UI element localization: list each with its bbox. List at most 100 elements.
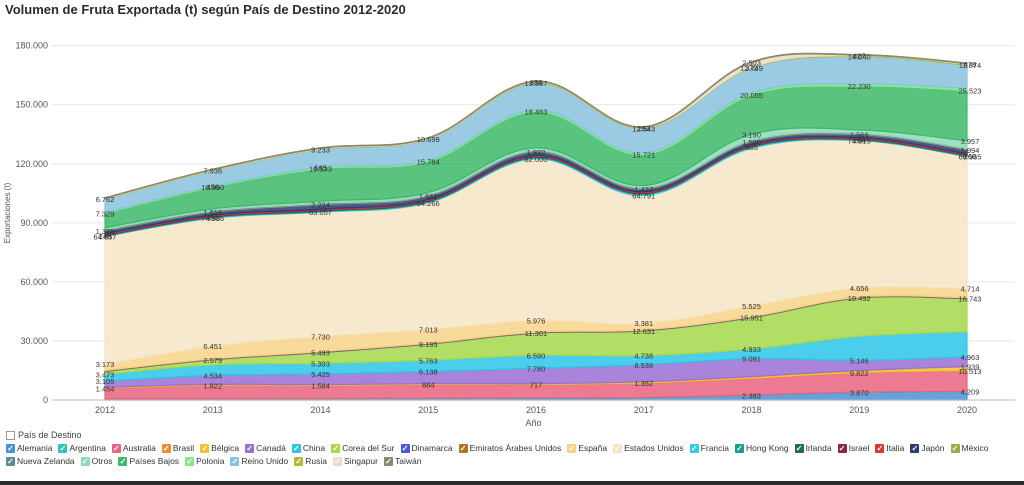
data-label: 456: [206, 182, 219, 191]
data-label: 16.533: [309, 165, 332, 174]
legend-item-pa-ses-bajos[interactable]: ✓ Países Bajos: [118, 456, 179, 466]
x-tick-label: 2020: [957, 405, 977, 415]
legend-label: Australia: [122, 443, 156, 453]
legend-item-brasil[interactable]: ✓ Brasil: [161, 443, 194, 453]
data-label: 7.013: [419, 325, 438, 334]
legend-item-estados-unidos[interactable]: ✓ Estados Unidos: [613, 443, 684, 453]
legend-label: Irlanda: [805, 443, 832, 453]
legend-item-irlanda[interactable]: ✓ Irlanda: [794, 443, 832, 453]
data-label: 1.566: [850, 131, 869, 140]
data-label: 63.057: [309, 208, 332, 217]
data-label: 5.393: [311, 359, 330, 368]
legend-item-singapur[interactable]: ✓ Singapur: [332, 456, 378, 466]
legend-item-nueva-zelanda[interactable]: ✓ Nueva Zelanda: [6, 456, 75, 466]
data-label: 20.055: [740, 91, 763, 100]
legend-label: Corea del Sur: [342, 443, 395, 453]
data-label: 4.738: [634, 352, 653, 361]
data-label: 3.190: [742, 130, 761, 139]
legend-item-otros[interactable]: ✓ Otros: [80, 456, 112, 466]
legend-item-argentina[interactable]: ✓ Argentina: [58, 443, 106, 453]
legend-item-hong-kong[interactable]: ✓ Hong Kong: [735, 443, 789, 453]
legend-label: México: [961, 443, 989, 453]
data-label: 22.230: [848, 82, 871, 91]
legend-check-icon: ✓: [291, 443, 301, 453]
data-label: 264: [853, 136, 866, 145]
data-label: 5.763: [419, 356, 438, 365]
data-label: 1.385: [96, 227, 115, 236]
data-label: 4.656: [850, 284, 869, 293]
legend-title: País de Destino: [18, 430, 82, 440]
legend-item-israel[interactable]: ✓ Israel: [837, 443, 869, 453]
data-label: 565: [314, 164, 327, 173]
legend-check-icon: ✓: [567, 443, 577, 453]
data-label: 7.329: [96, 209, 115, 218]
legend: ✓ Alemania ✓ Argentina ✓ Australia ✓ Brasil ✓ Bél…: [6, 443, 1018, 466]
legend-item-rusia[interactable]: ✓ Rusia: [294, 456, 327, 466]
y-tick-label: 30.000: [20, 336, 48, 346]
data-label: 12.631: [632, 327, 655, 336]
legend-label: Emiratos Árabes Unidos: [469, 443, 562, 453]
legend-item-taiw-n[interactable]: ✓ Taiwán: [383, 456, 421, 466]
data-label: 4.933: [742, 345, 761, 354]
legend-check-icon: ✓: [794, 443, 804, 453]
data-label: 64.857: [94, 232, 117, 241]
data-label: 12.749: [740, 64, 763, 73]
data-label: 15.951: [740, 314, 763, 323]
data-label: 15.784: [417, 157, 440, 166]
data-label: 248: [99, 232, 112, 241]
data-label: 74.986: [201, 214, 224, 223]
legend-item-espa-a[interactable]: ✓ España: [567, 443, 607, 453]
x-tick-label: 2013: [203, 405, 223, 415]
legend-item-alemania[interactable]: ✓ Alemania: [6, 443, 52, 453]
data-label: 4.714: [961, 284, 980, 293]
data-label: 478: [964, 60, 977, 69]
data-label: 19.492: [848, 294, 871, 303]
data-label: 353: [530, 78, 543, 87]
data-label: 6.762: [96, 195, 115, 204]
legend-item-dinamarca[interactable]: ✓ Dinamarca: [400, 443, 453, 453]
legend-item-canad-[interactable]: ✓ Canadá: [245, 443, 286, 453]
legend-check-icon: ✓: [332, 456, 342, 466]
data-label: 884: [422, 381, 435, 390]
x-tick-label: 2019: [849, 405, 869, 415]
data-label: 13.867: [525, 79, 548, 88]
data-label: 25.523: [959, 87, 982, 96]
legend-item-francia[interactable]: ✓ Francia: [689, 443, 729, 453]
legend-item-china[interactable]: ✓ China: [291, 443, 325, 453]
legend-toggle-checkbox[interactable]: [6, 430, 15, 440]
axes: 0 30.000 60.000 90.000 120.000 150.000 180.000…: [3, 41, 1015, 428]
y-tick-label: 0: [43, 395, 48, 405]
legend-check-icon: ✓: [331, 443, 341, 453]
legend-label: Alemania: [17, 443, 53, 453]
y-tick-label: 60.000: [20, 277, 48, 287]
data-label: 10.699: [417, 135, 440, 144]
series-areas[interactable]: [104, 52, 968, 401]
data-label: 1.352: [634, 379, 653, 388]
legend-item-b-lgica[interactable]: ✓ Bélgica: [200, 443, 239, 453]
legend-item-jap-n[interactable]: ✓ Japón: [910, 443, 945, 453]
data-label: 1.616: [203, 208, 222, 217]
y-axis-label: Exportaciones (t): [3, 182, 12, 243]
legend-item-corea-del-sur[interactable]: ✓ Corea del Sur: [331, 443, 395, 453]
legend-check-icon: ✓: [875, 443, 885, 453]
data-label: 2.224: [311, 201, 330, 210]
data-label: 333: [206, 214, 219, 223]
legend-item-polonia[interactable]: ✓ Polonia: [185, 456, 224, 466]
data-label: 2.383: [742, 391, 761, 400]
data-label: 1.584: [311, 382, 330, 391]
legend-item-m-xico[interactable]: ✓ México: [950, 443, 989, 453]
data-label: 15.721: [632, 151, 655, 160]
data-label: 74.815: [848, 137, 871, 146]
legend-item-emiratos-rabes-unidos[interactable]: ✓ Emiratos Árabes Unidos: [458, 443, 562, 453]
data-label: 1.427: [634, 185, 653, 194]
y-tick-label: 180.000: [15, 41, 48, 51]
legend-check-icon: ✓: [245, 443, 255, 453]
legend-header[interactable]: País de Destino: [6, 430, 82, 440]
data-label: 3.105: [96, 377, 115, 386]
data-label: 5.146: [850, 356, 869, 365]
legend-item-australia[interactable]: ✓ Australia: [111, 443, 156, 453]
legend-check-icon: ✓: [837, 443, 847, 453]
legend-item-italia[interactable]: ✓ Italia: [875, 443, 904, 453]
legend-item-reino-unido[interactable]: ✓ Reino Unido: [230, 456, 288, 466]
stacked-area-chart: 2.383 3.870 4.209 1.454 1.822 1.584 884 717 1.35…: [3, 41, 1015, 428]
